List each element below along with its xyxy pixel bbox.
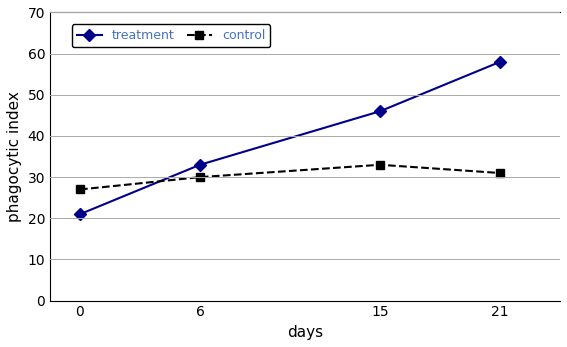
treatment <box>197 163 204 167</box>
treatment <box>497 60 503 64</box>
Line: control: control <box>76 161 504 194</box>
control <box>376 163 383 167</box>
Y-axis label: phagocytic index: phagocytic index <box>7 91 22 222</box>
Legend: treatment, control: treatment, control <box>71 24 270 48</box>
X-axis label: days: days <box>287 325 323 340</box>
control <box>497 171 503 175</box>
control <box>197 175 204 179</box>
treatment <box>376 109 383 113</box>
control <box>77 187 83 192</box>
treatment <box>77 212 83 216</box>
Line: treatment: treatment <box>76 58 504 218</box>
